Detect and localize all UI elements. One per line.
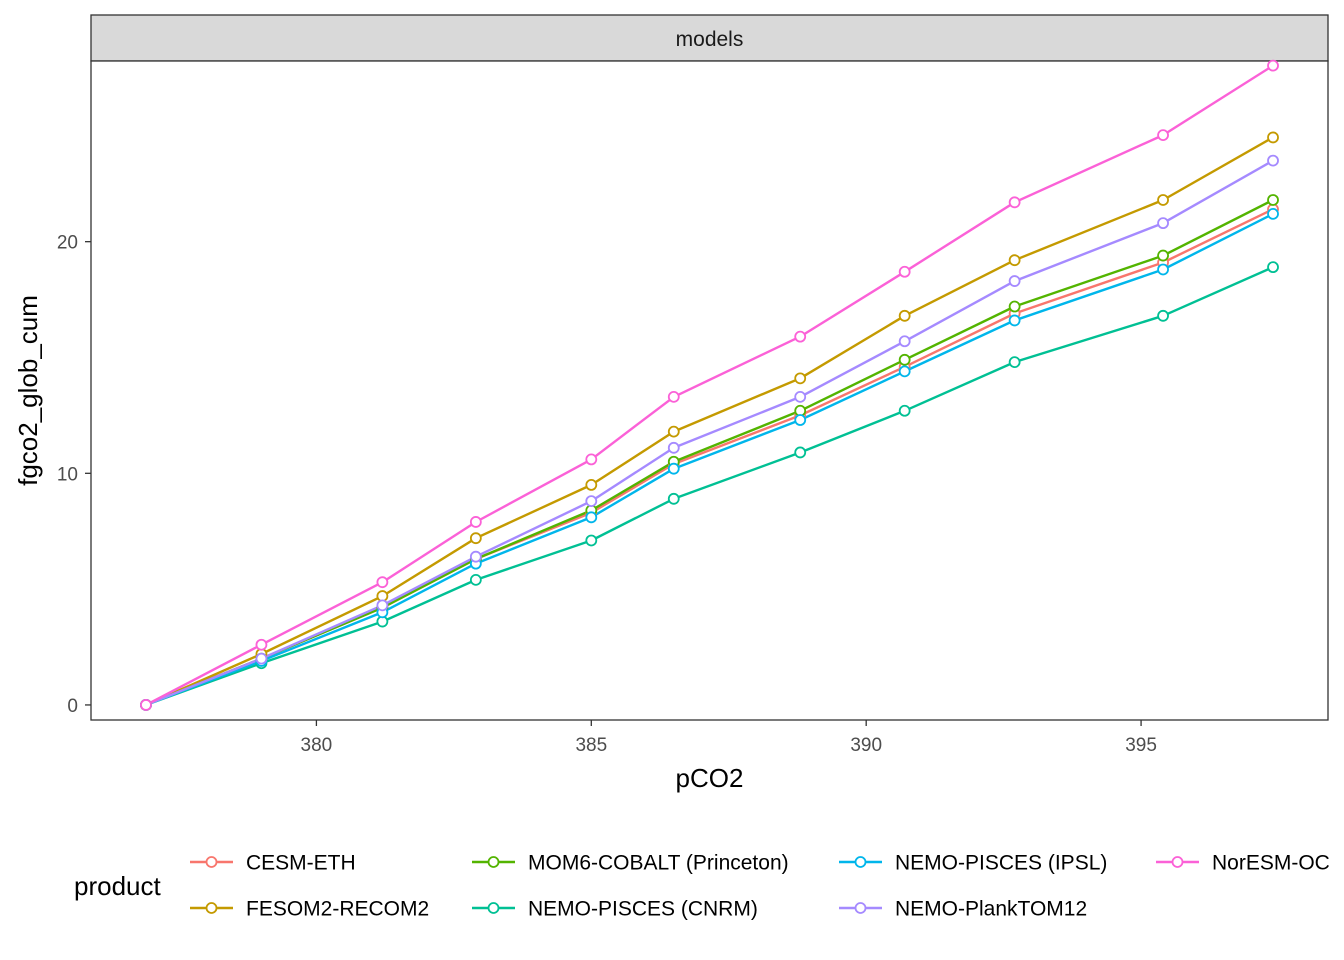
- y-tick-label: 10: [57, 464, 78, 485]
- plot-panel: [90, 60, 1329, 721]
- legend-label: CESM-ETH: [246, 852, 356, 875]
- legend-key-point: [487, 856, 500, 868]
- data-point: [255, 652, 268, 665]
- legend-item: FESOM2-RECOM2: [190, 898, 429, 921]
- data-point: [1008, 196, 1021, 209]
- legend: product CESM-ETH FESOM2-RECOM2 MOM6-COBALT…: [74, 852, 1330, 921]
- data-point: [469, 516, 482, 528]
- data-point: [1267, 261, 1279, 274]
- data-point: [794, 414, 807, 426]
- y-axis-title: fgco2_glob_cum: [13, 295, 43, 486]
- data-point: [1267, 207, 1279, 220]
- data-point: [1267, 154, 1279, 167]
- y-tick-label: 20: [57, 233, 78, 254]
- data-point: [1267, 59, 1279, 72]
- legend-label: NEMO-PISCES (IPSL): [895, 852, 1107, 875]
- data-point: [1157, 309, 1169, 322]
- legend-item: NEMO-PISCES (CNRM): [472, 898, 758, 921]
- x-tick-label: 390: [850, 735, 882, 756]
- data-point: [667, 390, 680, 403]
- legend-key-point: [487, 902, 500, 914]
- y-axis: 0 10 20: [57, 233, 91, 717]
- data-point: [1267, 194, 1279, 206]
- x-tick-label: 380: [301, 735, 333, 756]
- data-point: [1157, 263, 1169, 276]
- data-point: [898, 365, 911, 378]
- data-point: [1008, 254, 1021, 267]
- legend-key-point: [205, 856, 218, 868]
- data-point: [469, 550, 482, 563]
- legend-item: MOM6-COBALT (Princeton): [472, 852, 789, 875]
- x-tick-label: 395: [1125, 735, 1157, 756]
- data-point: [794, 330, 807, 343]
- y-tick-label: 0: [67, 696, 78, 717]
- data-point: [1157, 194, 1169, 206]
- legend-item: NEMO-PISCES (IPSL): [839, 852, 1107, 875]
- legend-key-point: [854, 856, 867, 868]
- data-point: [140, 699, 152, 711]
- x-tick-label: 385: [575, 735, 607, 756]
- legend-items: CESM-ETH FESOM2-RECOM2 MOM6-COBALT (Prince…: [190, 852, 1330, 921]
- data-point: [376, 576, 389, 589]
- x-axis: 380 385 390 395: [301, 720, 1157, 756]
- data-point: [469, 573, 482, 586]
- data-point: [898, 353, 911, 366]
- data-point: [898, 265, 911, 278]
- data-point: [794, 372, 807, 385]
- data-point: [376, 599, 389, 612]
- data-point: [667, 462, 680, 475]
- data-point: [1008, 300, 1021, 313]
- data-point: [1157, 249, 1169, 262]
- data-point: [585, 453, 598, 466]
- legend-label: NEMO-PISCES (CNRM): [528, 898, 758, 921]
- data-point: [1267, 131, 1279, 144]
- data-point: [667, 425, 680, 438]
- data-point: [794, 390, 807, 403]
- data-point: [469, 532, 482, 545]
- legend-key-point: [205, 902, 218, 914]
- data-point: [667, 441, 680, 454]
- data-point: [794, 446, 807, 459]
- facet-strip: [90, 14, 1329, 62]
- legend-label: MOM6-COBALT (Princeton): [528, 852, 789, 875]
- data-point: [667, 492, 680, 505]
- facet-label: models: [676, 28, 744, 51]
- legend-title: product: [74, 871, 161, 901]
- data-point: [1008, 314, 1021, 327]
- legend-item: NEMO-PlankTOM12: [839, 898, 1087, 921]
- data-point: [898, 309, 911, 322]
- data-point: [585, 511, 598, 524]
- data-point: [585, 534, 598, 547]
- legend-label: NorESM-OC: [1212, 852, 1330, 875]
- data-point: [585, 478, 598, 491]
- legend-key-point: [854, 902, 867, 914]
- data-point: [1157, 217, 1169, 230]
- data-point: [1008, 275, 1021, 287]
- data-point: [1008, 356, 1021, 369]
- legend-key-point: [1171, 856, 1184, 868]
- data-point: [255, 638, 268, 651]
- legend-label: FESOM2-RECOM2: [246, 898, 429, 921]
- data-point: [898, 335, 911, 348]
- legend-item: CESM-ETH: [190, 852, 356, 875]
- data-point: [1157, 129, 1169, 142]
- legend-item: NorESM-OC: [1156, 852, 1330, 875]
- series-points: [140, 59, 1279, 711]
- data-point: [898, 404, 911, 417]
- legend-label: NEMO-PlankTOM12: [895, 898, 1087, 921]
- x-axis-title: pCO2: [676, 763, 744, 793]
- data-point: [585, 495, 598, 508]
